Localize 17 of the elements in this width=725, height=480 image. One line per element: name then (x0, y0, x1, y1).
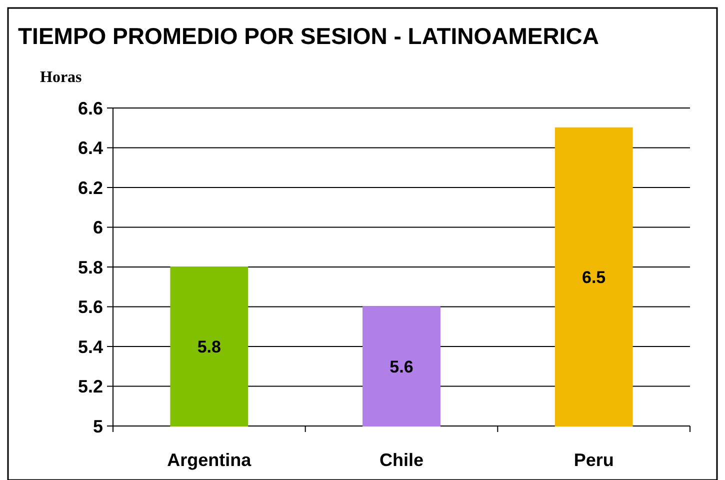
y-tick-label: 6.6 (78, 98, 103, 118)
data-label: 6.5 (582, 268, 606, 287)
x-tick-label: Peru (574, 450, 614, 470)
y-tick-label: 5 (92, 416, 103, 436)
chart-title: TIEMPO PROMEDIO POR SESION - LATINOAMERICA (18, 23, 599, 49)
x-tick-label: Chile (379, 450, 424, 470)
y-tick-label: 6 (92, 218, 103, 238)
data-label: 5.8 (197, 337, 221, 356)
y-tick-label: 5.2 (78, 376, 103, 397)
y-tick-label: 5.6 (78, 297, 103, 318)
y-axis-title: Horas (40, 69, 82, 86)
y-tick-label: 6.2 (78, 178, 103, 198)
data-label: 5.6 (390, 357, 414, 376)
y-tick-label: 5.4 (78, 336, 103, 357)
y-tick-label: 6.4 (78, 138, 103, 158)
x-tick-label: Argentina (167, 450, 252, 470)
y-tick-label: 5.8 (78, 257, 103, 278)
